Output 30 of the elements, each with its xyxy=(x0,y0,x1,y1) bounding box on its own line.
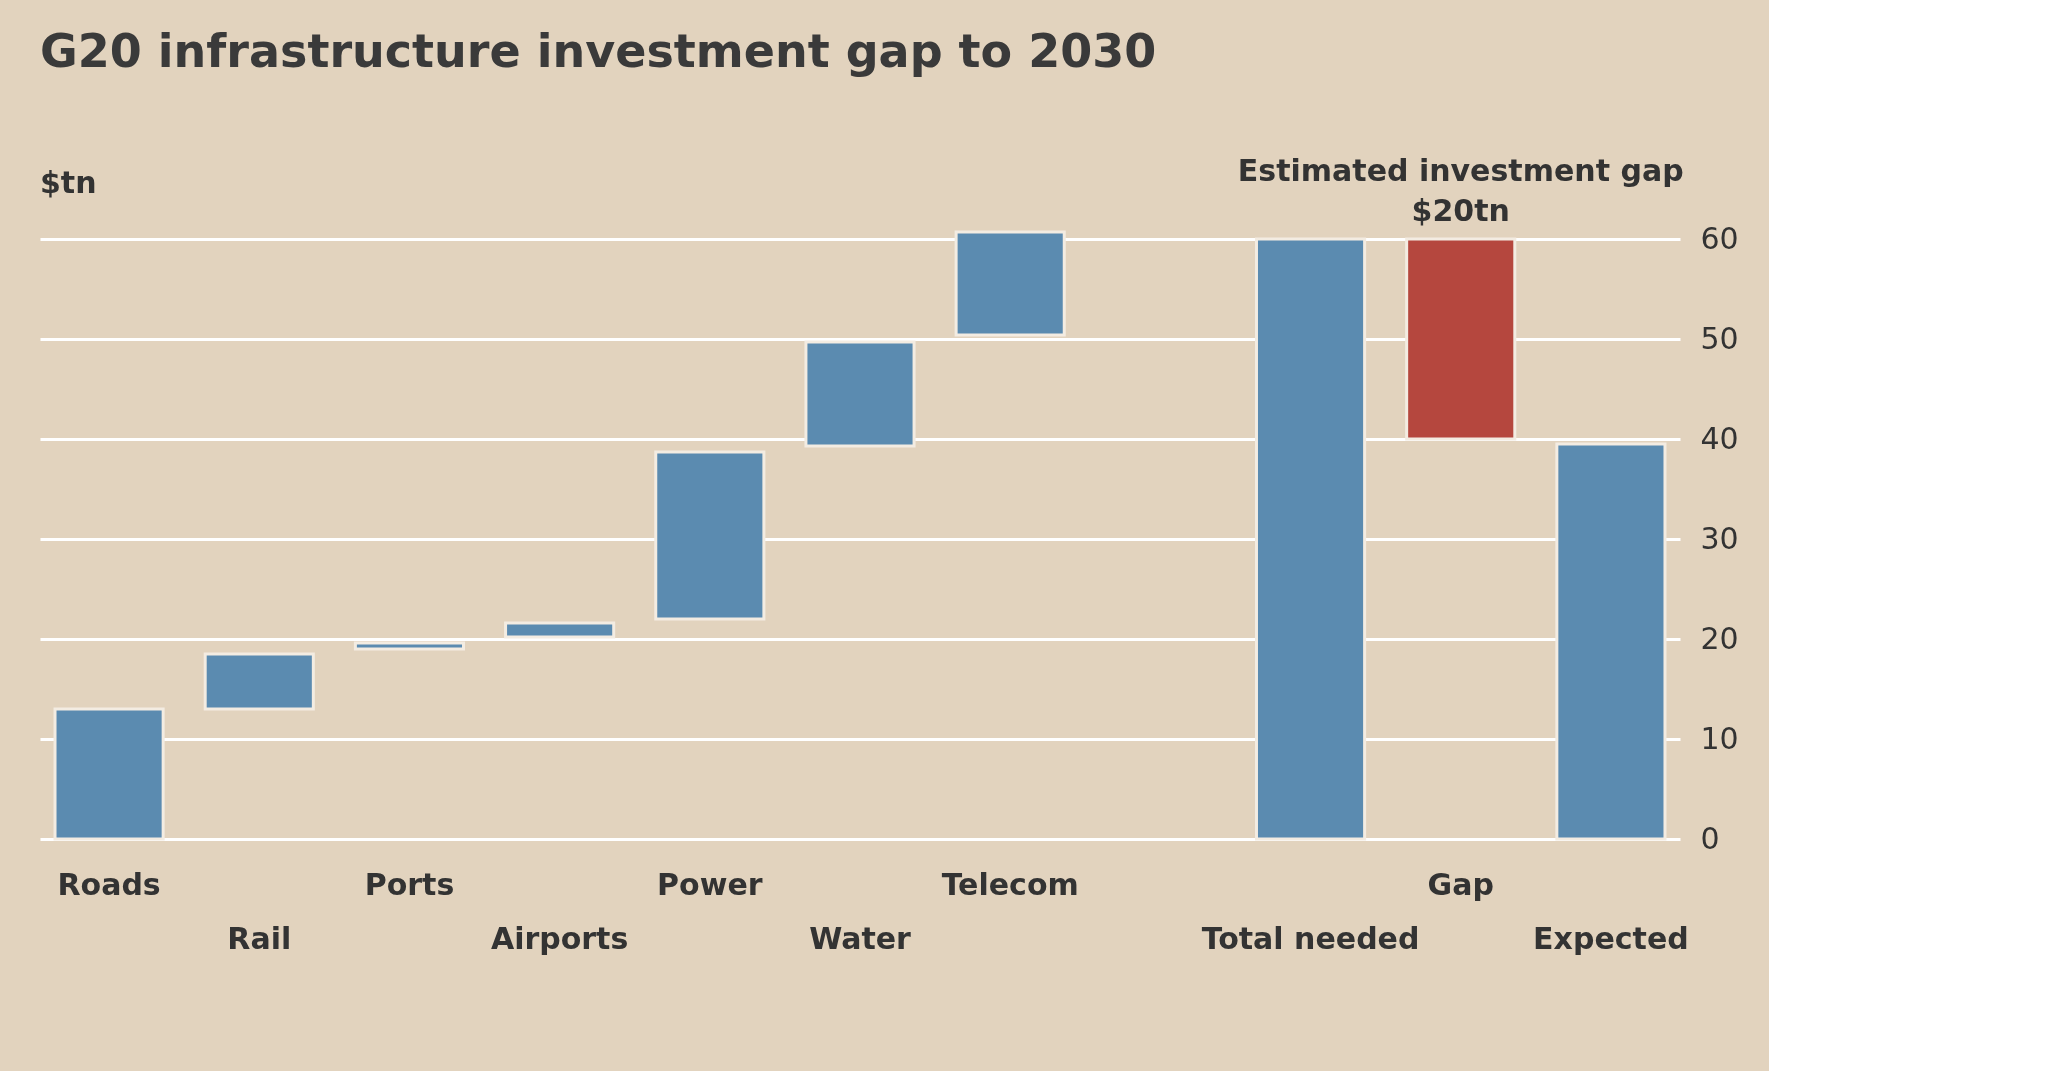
x-tick-label: Total needed xyxy=(1201,921,1420,956)
y-tick-label: 30 xyxy=(1700,520,1739,556)
bar xyxy=(353,641,466,651)
x-tick-label: Telecom xyxy=(941,867,1079,902)
x-tick-label: Airports xyxy=(490,921,629,956)
bar xyxy=(53,707,165,841)
chart-title: G20 infrastructure investment gap to 2030 xyxy=(40,24,1157,78)
y-tick-label: 60 xyxy=(1700,220,1739,256)
annotation: Estimated investment gap $20tn xyxy=(1237,153,1684,228)
bar xyxy=(954,230,1066,337)
x-tick-label: Expected xyxy=(1533,921,1689,956)
x-tick-label: Roads xyxy=(57,867,161,902)
bar xyxy=(1254,237,1367,841)
x-tick-label: Gap xyxy=(1427,867,1494,902)
y-tick-label: 40 xyxy=(1700,420,1739,456)
x-tick-label: Rail xyxy=(227,921,292,956)
y-tick-label: 0 xyxy=(1700,820,1720,856)
bar xyxy=(804,340,916,448)
x-tick-label: Power xyxy=(657,867,763,902)
y-tick-label: 50 xyxy=(1700,320,1739,356)
bar xyxy=(203,652,315,711)
y-axis-title: $tn xyxy=(40,165,97,200)
x-tick-label: Ports xyxy=(364,867,455,902)
bar xyxy=(504,621,616,639)
bar xyxy=(1405,237,1517,441)
bar xyxy=(654,450,766,621)
y-tick-label: 10 xyxy=(1700,720,1739,756)
y-tick-label: 20 xyxy=(1700,620,1739,656)
x-tick-label: Water xyxy=(809,921,912,956)
bar xyxy=(1555,442,1667,841)
